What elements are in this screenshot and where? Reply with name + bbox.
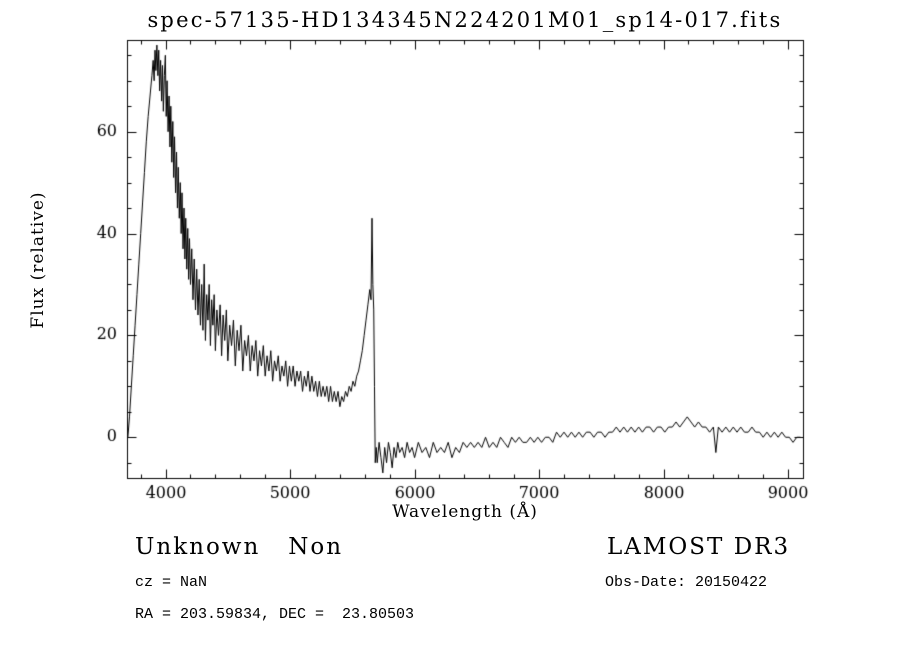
spectrum-plot-canvas	[0, 0, 900, 525]
classification-label: Unknown Non	[135, 534, 344, 560]
ra-dec-label: RA = 203.59834, DEC = 23.80503	[135, 606, 415, 623]
obs-date-label: Obs-Date: 20150422	[605, 574, 768, 591]
y-axis-label: Flux (relative)	[28, 191, 48, 329]
survey-release-label: LAMOST DR3	[607, 534, 791, 560]
cz-value-label: cz = NaN	[135, 574, 208, 591]
chart-title: spec-57135-HD134345N224201M01_sp14-017.f…	[147, 8, 783, 32]
x-axis-label: Wavelength (Å)	[392, 502, 538, 522]
